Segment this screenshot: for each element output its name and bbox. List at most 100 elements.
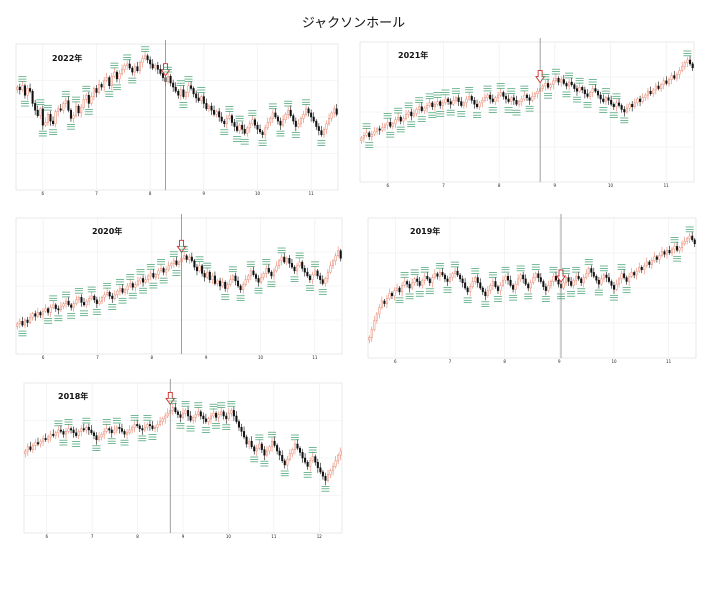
chart-2021-candle <box>376 128 379 132</box>
chart-2018-x-tick: 11 <box>271 534 277 539</box>
chart-2018-candle <box>271 440 274 448</box>
chart-2019-candle <box>658 255 661 260</box>
chart-2022-candle <box>62 103 65 111</box>
chart-2019-candle <box>542 281 545 287</box>
chart-2021-candle <box>452 100 455 105</box>
chart-2020-candle <box>288 258 291 264</box>
chart-2018-candle <box>255 447 258 452</box>
chart-2022-candle <box>320 130 323 135</box>
chart-2020-candle <box>59 305 62 311</box>
chart-2018-candle <box>44 438 47 441</box>
chart-2020-candle <box>308 275 311 280</box>
chart-2021-candle <box>654 85 657 91</box>
chart-2019-candle <box>688 235 691 239</box>
chart-2021-candle <box>404 114 408 119</box>
chart-2020-candle <box>170 263 173 267</box>
chart-2021-candle <box>681 66 684 71</box>
chart-2019-candle <box>645 261 648 267</box>
chart-2021-candle <box>365 132 368 136</box>
chart-2022-candle <box>207 105 210 110</box>
chart-2022-x-tick: 9 <box>203 191 206 196</box>
chart-2018-candle <box>31 445 34 450</box>
chart-2021-candle <box>568 81 571 87</box>
chart-2018-candle <box>309 460 312 467</box>
chart-2018-candle <box>281 454 284 462</box>
chart-2021-candle <box>449 101 452 105</box>
chart-2019-candle <box>605 274 608 278</box>
chart-2022-candle <box>225 118 228 125</box>
chart-2018-candle <box>108 428 111 431</box>
chart-2020-candle <box>265 268 268 274</box>
chart-2020-candle <box>124 289 127 293</box>
chart-2018-candle <box>70 428 73 431</box>
chart-2019-candle <box>514 283 517 290</box>
chart-2021-candle <box>625 107 628 113</box>
chart-2021-candle <box>512 97 515 101</box>
chart-2021-candle <box>504 96 507 100</box>
chart-2022-candle <box>182 89 185 97</box>
chart-2019-candle <box>406 281 409 285</box>
chart-2022-candle <box>85 94 88 100</box>
chart-2021: 2021年 6 7 8 9 10 11 <box>358 36 696 194</box>
chart-2019-candle <box>431 277 434 284</box>
chart-2021-candle <box>541 85 544 89</box>
chart-2020-candle <box>188 256 191 260</box>
chart-2019-candle <box>648 261 651 265</box>
chart-2020-candle <box>311 274 314 280</box>
chart-2021-candle <box>397 116 400 121</box>
chart-2018-x-tick: 10 <box>226 534 232 539</box>
chart-2022-candle <box>54 111 57 125</box>
chart-2018-candle <box>161 418 164 422</box>
chart-2022-candle <box>200 96 203 101</box>
chart-2018-candle <box>273 440 276 446</box>
chart-2018-candle <box>72 429 75 434</box>
chart-2022-candle <box>52 120 55 125</box>
chart-2019-candle <box>635 270 638 276</box>
chart-2022-candle <box>69 109 72 119</box>
chart-2022-candle <box>80 107 83 114</box>
chart-2022-candle <box>108 77 111 86</box>
chart-2021-candle <box>444 98 447 104</box>
chart-2021-candle <box>362 135 365 139</box>
chart-2018-candle <box>243 431 246 438</box>
chart-2022-x-tick: 8 <box>149 191 152 196</box>
chart-2022-candle <box>289 109 292 116</box>
chart-2018-candle <box>245 436 248 445</box>
chart-2018-candle <box>194 414 197 418</box>
chart-2018-candle <box>217 414 220 418</box>
chart-2021-candle <box>607 97 610 101</box>
chart-2021-candle <box>473 100 476 105</box>
chart-2020-event-arrow <box>176 239 187 254</box>
chart-2018-candle <box>204 418 207 422</box>
chart-2022-candle <box>264 127 267 135</box>
chart-2018-candle <box>212 412 215 417</box>
chart-2019-candle <box>403 281 406 286</box>
chart-2018-candle <box>148 424 151 427</box>
chart-2018-candle <box>136 424 139 427</box>
chart-2018-candle <box>95 435 98 441</box>
chart-2019-candle <box>383 300 386 304</box>
chart-2022-candle <box>133 66 136 73</box>
chart-2018-candle <box>98 436 101 441</box>
chart-2022-candle <box>195 93 198 99</box>
chart-2018-candle <box>67 428 70 432</box>
chart-2021-candle <box>615 102 618 108</box>
chart-2020-candle <box>247 275 250 280</box>
chart-2019-candle <box>496 286 499 291</box>
chart-2018-x-tick: 7 <box>91 534 94 539</box>
chart-2020-candle <box>334 255 337 262</box>
chart-2021-candle <box>475 103 479 108</box>
chart-2020-candle <box>126 285 129 291</box>
chart-2022-candle <box>205 103 208 110</box>
chart-2020-candle <box>280 256 283 262</box>
chart-2019-candle <box>671 248 674 254</box>
chart-2020-candle <box>149 273 152 277</box>
chart-2020-candle <box>262 273 265 278</box>
chart-2018-candle <box>199 411 202 417</box>
chart-2021-candle <box>673 75 676 79</box>
chart-2021-candle <box>386 122 389 126</box>
chart-2021-candle <box>667 79 671 84</box>
chart-2019-candle <box>408 283 411 289</box>
chart-2020-x-tick: 10 <box>258 355 264 360</box>
chart-2018-candle <box>332 466 335 471</box>
